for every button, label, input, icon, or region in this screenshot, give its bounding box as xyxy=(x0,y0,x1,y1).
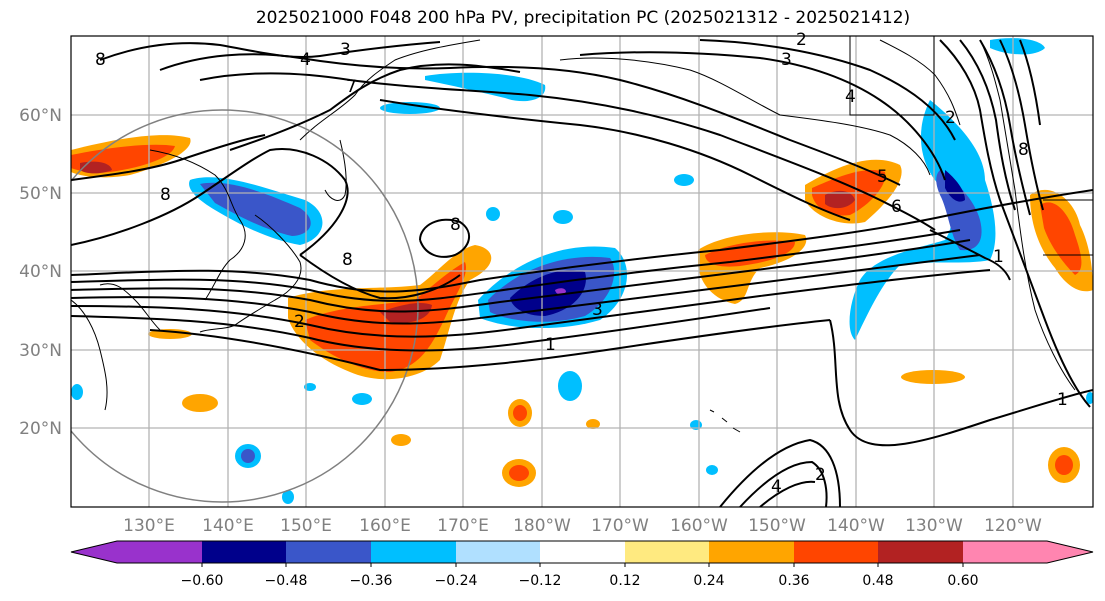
lon-label: 170°W xyxy=(591,516,649,536)
colorbar-tick-label: −0.48 xyxy=(265,573,308,589)
contour-label: 1 xyxy=(545,335,556,355)
contour-label: 8 xyxy=(95,50,106,70)
colorbar-tick-label: 0.48 xyxy=(862,573,893,589)
lon-label: 160°W xyxy=(670,516,728,536)
colorbar-segment xyxy=(286,541,371,563)
lon-label: 120°W xyxy=(984,516,1042,536)
lon-label: 180°W xyxy=(513,516,571,536)
colorbar-tick-label: 0.24 xyxy=(693,573,724,589)
colorbar-tick-label: −0.60 xyxy=(181,573,224,589)
contour-label: 7 xyxy=(346,77,357,97)
lon-label: 170°E xyxy=(437,516,489,536)
colorbar-segment xyxy=(963,541,1047,563)
colorbar-segment xyxy=(456,541,540,563)
lon-label: 130°E xyxy=(123,516,175,536)
colorbar-outline xyxy=(70,540,1094,564)
colorbar-segment xyxy=(625,541,709,563)
contour-label: 1 xyxy=(993,247,1004,267)
colorbar-segment xyxy=(1047,541,1093,563)
lon-label: 150°E xyxy=(280,516,332,536)
contour-label: 1 xyxy=(1057,390,1068,410)
lon-label: 150°W xyxy=(748,516,806,536)
colorbar-segment xyxy=(117,541,202,563)
colorbar-segment xyxy=(794,541,878,563)
lon-label: 140°E xyxy=(202,516,254,536)
colorbar-segment xyxy=(540,541,625,563)
colorbar-tick-label: −0.36 xyxy=(350,573,393,589)
contour-label: 6 xyxy=(891,197,902,217)
contour-label: 4 xyxy=(771,477,782,497)
contour-labels: 8 3 4 7 2 3 4 2 8 8 8 5 6 8 3 1 1 2 4 2 … xyxy=(95,30,1068,497)
colorbar-segment xyxy=(71,541,117,563)
colorbar-segment xyxy=(371,541,456,563)
contour-label: 8 xyxy=(160,185,171,205)
contour-label: 8 xyxy=(450,215,461,235)
contour-label: 2 xyxy=(796,30,807,50)
colorbar: −0.60 −0.48 −0.36 −0.24 −0.12 0.12 0.24 … xyxy=(70,540,1094,589)
lon-label: 160°E xyxy=(359,516,411,536)
contour-label: 2 xyxy=(815,465,826,485)
contour-label: 3 xyxy=(340,40,351,60)
colorbar-segment xyxy=(202,541,286,563)
lat-label: 60°N xyxy=(19,106,62,126)
coastlines xyxy=(71,39,1076,433)
lon-label: 130°W xyxy=(905,516,963,536)
colorbar-tick-label: 0.36 xyxy=(778,573,809,589)
latitude-axis: 60°N 50°N 40°N 30°N 20°N xyxy=(19,106,62,439)
longitude-axis: 130°E 140°E 150°E 160°E 170°E 180°W 170°… xyxy=(123,516,1042,536)
range-ring xyxy=(71,109,419,503)
contour-label: 8 xyxy=(342,250,353,270)
map-title: 2025021000 F048 200 hPa PV, precipitatio… xyxy=(255,8,911,28)
contour-label: 2 xyxy=(945,108,956,128)
pv-contours xyxy=(71,39,1093,507)
contour-label: 4 xyxy=(845,87,856,107)
contour-label: 3 xyxy=(781,50,792,70)
lat-label: 20°N xyxy=(19,419,62,439)
contour-label: 5 xyxy=(877,167,888,187)
colorbar-tick-label: 0.12 xyxy=(609,573,640,589)
lat-label: 40°N xyxy=(19,262,62,282)
region-borders xyxy=(849,36,1093,256)
colorbar-tick-label: −0.24 xyxy=(435,573,478,589)
contour-label: 4 xyxy=(300,50,311,70)
lon-label: 140°W xyxy=(827,516,885,536)
lat-label: 50°N xyxy=(19,184,62,204)
contour-label: 8 xyxy=(1018,140,1029,160)
colorbar-tick-label: −0.12 xyxy=(519,573,562,589)
map-frame xyxy=(70,35,1094,508)
lat-label: 30°N xyxy=(19,341,62,361)
colorbar-segment xyxy=(709,541,794,563)
contour-label: 3 xyxy=(592,300,603,320)
colorbar-tick-label: 0.60 xyxy=(947,573,978,589)
colorbar-segment xyxy=(878,541,963,563)
contour-label: 2 xyxy=(294,312,305,332)
